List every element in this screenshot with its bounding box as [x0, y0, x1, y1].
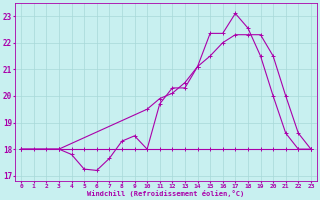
X-axis label: Windchill (Refroidissement éolien,°C): Windchill (Refroidissement éolien,°C): [87, 190, 244, 197]
